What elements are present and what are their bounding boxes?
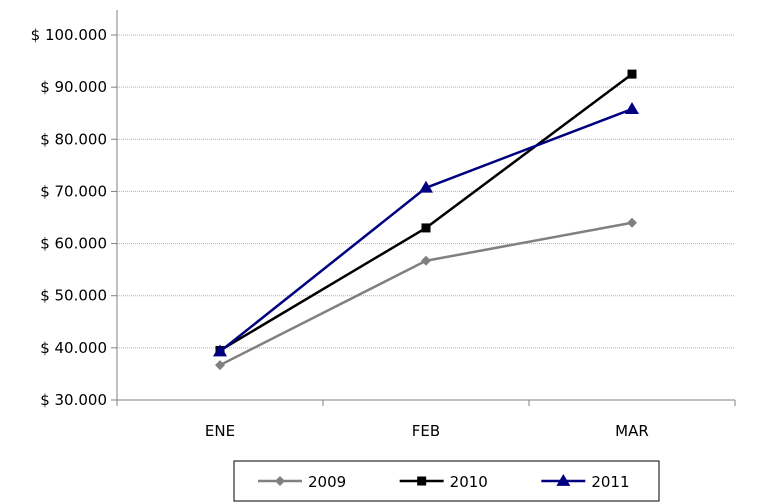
x-tick-label: MAR	[615, 422, 649, 440]
legend-label-2009: 2009	[308, 473, 346, 491]
y-tick-label: $ 60.000	[40, 235, 107, 253]
data-point-2009	[215, 360, 225, 371]
x-tick-label: FEB	[412, 422, 440, 440]
y-tick-label: $ 80.000	[40, 130, 107, 148]
series-line-2010	[219, 73, 633, 352]
y-tick-label: $ 30.000	[40, 391, 107, 409]
y-tick-label: $ 100.000	[31, 26, 107, 44]
data-point-2010	[421, 223, 431, 233]
y-tick-label: $ 50.000	[40, 287, 107, 305]
legend: 2009 2010 2011	[233, 460, 660, 502]
data-point-2010	[627, 69, 637, 79]
data-point-2009	[421, 255, 431, 266]
legend-label-2010: 2010	[450, 473, 488, 491]
legend-label-2011: 2011	[591, 473, 629, 491]
x-tick-label: ENE	[205, 422, 235, 440]
axes: $ 100.000 $ 90.000 $ 80.000 $ 70.000 $ 60.00…	[31, 10, 736, 440]
data-point-2011	[213, 344, 227, 357]
data-point-2011	[419, 180, 433, 193]
series-lines	[213, 69, 639, 371]
legend-swatch-marker-2010	[417, 476, 427, 486]
legend-box	[233, 460, 660, 502]
y-tick-label: $ 40.000	[40, 339, 107, 357]
legend-swatch-marker-2009	[275, 476, 285, 486]
data-point-2011	[625, 102, 639, 114]
y-tick-label: $ 70.000	[40, 182, 107, 200]
legend-swatch-marker-2011	[556, 474, 571, 486]
data-point-2009	[627, 217, 637, 228]
y-tick-label: $ 90.000	[40, 78, 107, 96]
